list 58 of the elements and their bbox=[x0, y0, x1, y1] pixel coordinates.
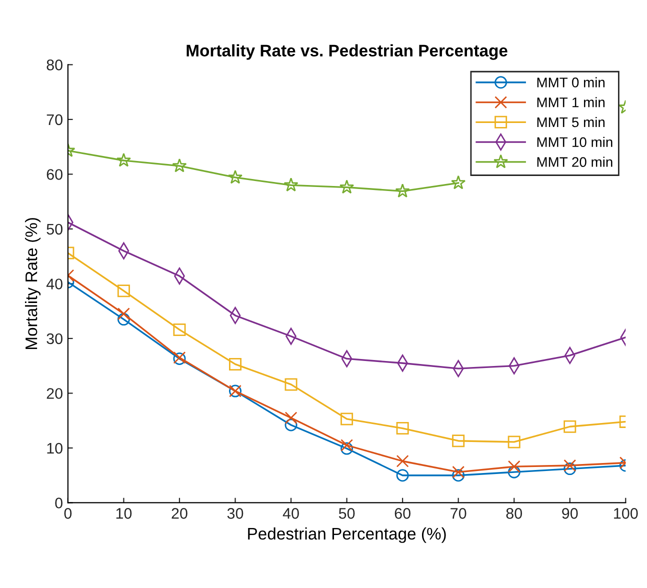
y-tick-label: 30 bbox=[46, 333, 62, 344]
point bbox=[451, 175, 466, 190]
point bbox=[508, 436, 520, 448]
point bbox=[339, 180, 354, 194]
legend-label: MMT 5 min bbox=[537, 116, 605, 128]
x-tick-label: 80 bbox=[506, 508, 522, 519]
point bbox=[396, 469, 409, 482]
point bbox=[508, 466, 520, 478]
y-tick-label: 20 bbox=[46, 388, 62, 399]
y-tick-label: 0 bbox=[55, 498, 62, 508]
legend-label: MMT 1 min bbox=[537, 97, 605, 108]
point bbox=[340, 438, 354, 452]
point bbox=[117, 308, 130, 320]
chart-title: Mortality Rate vs. Pedestrian Percentage bbox=[186, 44, 508, 60]
x-tick-label: 60 bbox=[394, 508, 410, 519]
point bbox=[452, 434, 465, 448]
point bbox=[452, 469, 465, 482]
x-tick-label: 10 bbox=[116, 508, 132, 519]
point bbox=[117, 313, 130, 326]
y-tick-label: 70 bbox=[46, 114, 62, 126]
legend-label: MMT 0 min bbox=[537, 77, 605, 88]
x-axis-title: Pedestrian Percentage (%) bbox=[248, 527, 446, 543]
point bbox=[116, 152, 132, 167]
y-axis-title: Mortality Rate (%) bbox=[24, 218, 41, 350]
y-tick-label: 50 bbox=[46, 224, 62, 235]
x-tick-label: 30 bbox=[227, 508, 244, 519]
x-tick-label: 70 bbox=[450, 508, 466, 519]
x-tick-label: 50 bbox=[338, 508, 355, 519]
legend-label: MMT 20 min bbox=[537, 156, 612, 167]
y-tick-label: 60 bbox=[46, 169, 62, 180]
point bbox=[173, 323, 186, 336]
point bbox=[395, 184, 410, 198]
x-tick-label: 90 bbox=[562, 508, 578, 519]
point bbox=[396, 422, 409, 435]
x-tick-label: 40 bbox=[282, 508, 299, 519]
y-tick-label: 10 bbox=[47, 442, 62, 454]
x-tick-label: 100 bbox=[614, 508, 638, 519]
point bbox=[564, 459, 576, 472]
y-tick-label: 80 bbox=[46, 60, 62, 70]
point bbox=[340, 442, 354, 455]
x-tick-label: 0 bbox=[64, 508, 72, 519]
point bbox=[284, 178, 298, 192]
point bbox=[564, 420, 576, 433]
point bbox=[452, 466, 465, 478]
y-tick-label: 40 bbox=[46, 278, 62, 290]
point bbox=[340, 412, 354, 426]
point bbox=[228, 170, 243, 184]
point bbox=[229, 358, 242, 370]
legend-label: MMT 10 min bbox=[537, 136, 612, 148]
point bbox=[284, 412, 298, 424]
point bbox=[564, 462, 576, 476]
point bbox=[284, 378, 298, 391]
point bbox=[172, 158, 187, 172]
point bbox=[117, 284, 130, 298]
x-tick-label: 20 bbox=[172, 508, 188, 519]
point bbox=[508, 460, 520, 473]
point bbox=[284, 418, 298, 432]
point bbox=[396, 454, 409, 468]
